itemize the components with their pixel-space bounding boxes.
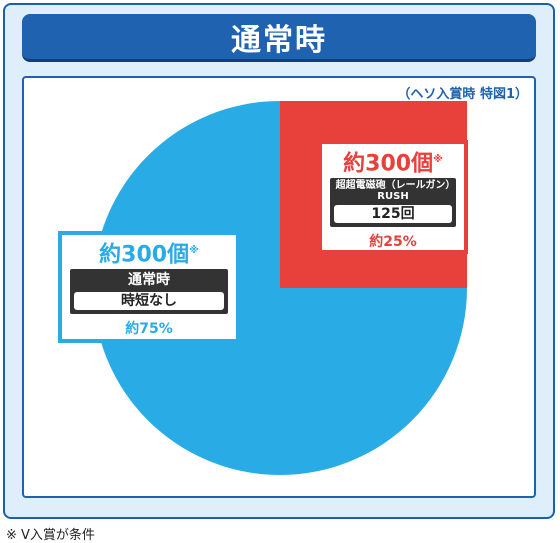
normal-mode-box: 通常時 時短なし <box>70 269 228 315</box>
normal-mode-sub: 時短なし <box>74 292 224 311</box>
rush-callout: 約300個※ 超超電磁砲（レールガン）RUSH 125回 約25% <box>318 140 468 254</box>
note-mark: ※ <box>189 245 199 256</box>
normal-mode-label: 通常時 <box>128 272 170 289</box>
rush-count: 約300個※ <box>322 148 464 176</box>
rush-count-value: 約300個 <box>343 151 434 177</box>
normal-count: 約300個※ <box>62 239 236 267</box>
pie-slice-normal <box>93 101 467 475</box>
normal-count-value: 約300個 <box>99 242 190 268</box>
footnote: ※ V入賞が条件 <box>6 528 95 543</box>
rush-mode-label: 超超電磁砲（レールガン）RUSH <box>335 180 451 203</box>
chart-subnote: （ヘソ入賞時 特図1） <box>397 87 528 102</box>
normal-callout: 約300個※ 通常時 時短なし 約75% <box>58 231 240 343</box>
rush-mode-box: 超超電磁砲（レールガン）RUSH 125回 <box>330 178 456 228</box>
note-mark: ※ <box>433 154 443 165</box>
rush-percent: 約25% <box>369 234 417 251</box>
rush-mode-sub: 125回 <box>334 205 452 224</box>
page-title: 通常時 <box>22 14 536 62</box>
normal-percent: 約75% <box>125 321 173 338</box>
